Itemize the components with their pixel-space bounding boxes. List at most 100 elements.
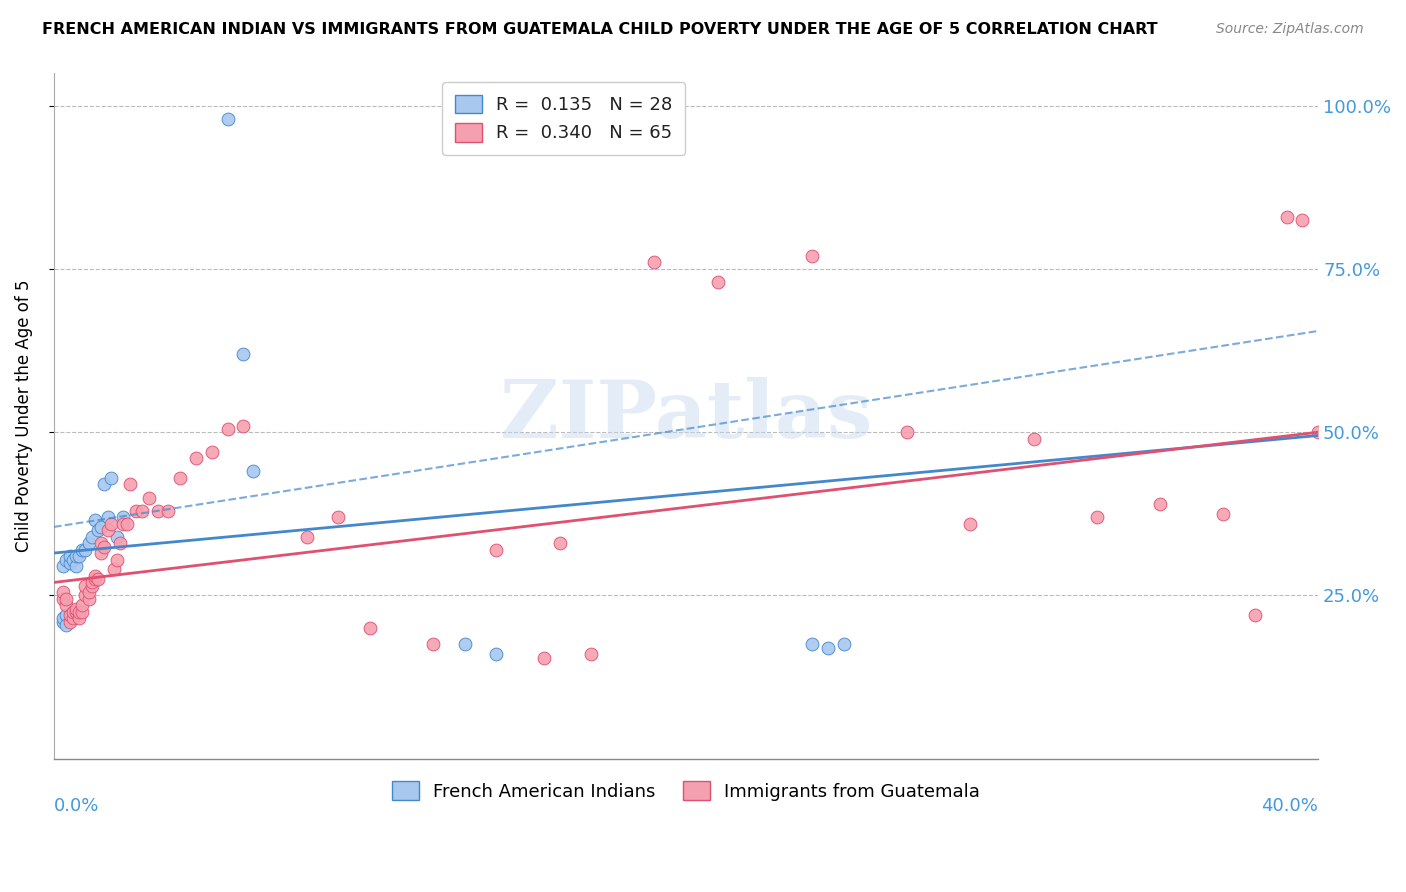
Point xyxy=(84,572,107,586)
Point xyxy=(959,516,981,531)
Point xyxy=(59,608,82,623)
Point xyxy=(65,601,87,615)
Point xyxy=(67,605,90,619)
Point xyxy=(75,589,97,603)
Text: FRENCH AMERICAN INDIAN VS IMMIGRANTS FROM GUATEMALA CHILD POVERTY UNDER THE AGE : FRENCH AMERICAN INDIAN VS IMMIGRANTS FRO… xyxy=(42,22,1157,37)
Point xyxy=(80,579,103,593)
Point xyxy=(52,611,75,625)
Point xyxy=(72,599,94,613)
Point xyxy=(100,516,122,531)
Point xyxy=(131,503,153,517)
Point xyxy=(59,615,82,629)
Point xyxy=(52,615,75,629)
Text: ZIPatlas: ZIPatlas xyxy=(501,377,872,455)
Point xyxy=(169,471,191,485)
Point xyxy=(108,536,131,550)
Point xyxy=(93,477,115,491)
Point xyxy=(533,650,555,665)
Text: Source: ZipAtlas.com: Source: ZipAtlas.com xyxy=(1216,22,1364,37)
Text: 0.0%: 0.0% xyxy=(53,797,100,814)
Point xyxy=(579,647,602,661)
Point xyxy=(156,503,179,517)
Point xyxy=(138,491,160,505)
Point xyxy=(52,559,75,574)
Point xyxy=(105,530,128,544)
Point xyxy=(62,552,84,566)
Point xyxy=(77,591,100,606)
Point xyxy=(1212,507,1234,521)
Point xyxy=(1291,213,1313,227)
Point xyxy=(295,530,318,544)
Point xyxy=(55,552,77,566)
Point xyxy=(52,591,75,606)
Point xyxy=(232,418,254,433)
Point xyxy=(832,638,855,652)
Point xyxy=(87,572,110,586)
Point xyxy=(93,540,115,554)
Point xyxy=(52,585,75,599)
Point xyxy=(80,530,103,544)
Point xyxy=(118,477,141,491)
Point xyxy=(97,523,120,537)
Point xyxy=(1085,510,1108,524)
Point xyxy=(359,621,381,635)
Point xyxy=(90,546,112,560)
Point xyxy=(72,605,94,619)
Point xyxy=(112,510,135,524)
Point xyxy=(146,503,169,517)
Point xyxy=(77,585,100,599)
Point xyxy=(65,605,87,619)
Point xyxy=(65,549,87,564)
Point xyxy=(97,510,120,524)
Point xyxy=(67,549,90,564)
Point xyxy=(485,647,508,661)
Point xyxy=(184,451,207,466)
Point xyxy=(422,638,444,652)
Point xyxy=(103,562,125,576)
Point xyxy=(90,536,112,550)
Point xyxy=(55,608,77,623)
Point xyxy=(65,559,87,574)
Point xyxy=(105,552,128,566)
Point xyxy=(87,523,110,537)
Point xyxy=(896,425,918,440)
Y-axis label: Child Poverty Under the Age of 5: Child Poverty Under the Age of 5 xyxy=(15,279,32,552)
Point xyxy=(1149,497,1171,511)
Point xyxy=(112,516,135,531)
Legend: French American Indians, Immigrants from Guatemala: French American Indians, Immigrants from… xyxy=(385,774,987,808)
Point xyxy=(59,549,82,564)
Point xyxy=(817,640,839,655)
Point xyxy=(59,556,82,570)
Point xyxy=(75,542,97,557)
Point xyxy=(55,618,77,632)
Point xyxy=(62,605,84,619)
Point xyxy=(201,445,224,459)
Point xyxy=(706,275,728,289)
Point xyxy=(242,464,264,478)
Point xyxy=(643,255,665,269)
Point xyxy=(1022,432,1045,446)
Point xyxy=(232,347,254,361)
Point xyxy=(75,579,97,593)
Point xyxy=(548,536,571,550)
Point xyxy=(84,569,107,583)
Point xyxy=(328,510,350,524)
Point xyxy=(80,575,103,590)
Point xyxy=(485,542,508,557)
Point xyxy=(125,503,148,517)
Point xyxy=(90,520,112,534)
Point xyxy=(115,516,138,531)
Point xyxy=(55,591,77,606)
Point xyxy=(84,513,107,527)
Point xyxy=(62,611,84,625)
Point xyxy=(77,536,100,550)
Point xyxy=(100,471,122,485)
Point xyxy=(217,112,239,126)
Point xyxy=(217,422,239,436)
Point xyxy=(67,611,90,625)
Point xyxy=(454,638,477,652)
Point xyxy=(72,542,94,557)
Point xyxy=(1308,425,1330,440)
Point xyxy=(1275,210,1298,224)
Point xyxy=(801,249,824,263)
